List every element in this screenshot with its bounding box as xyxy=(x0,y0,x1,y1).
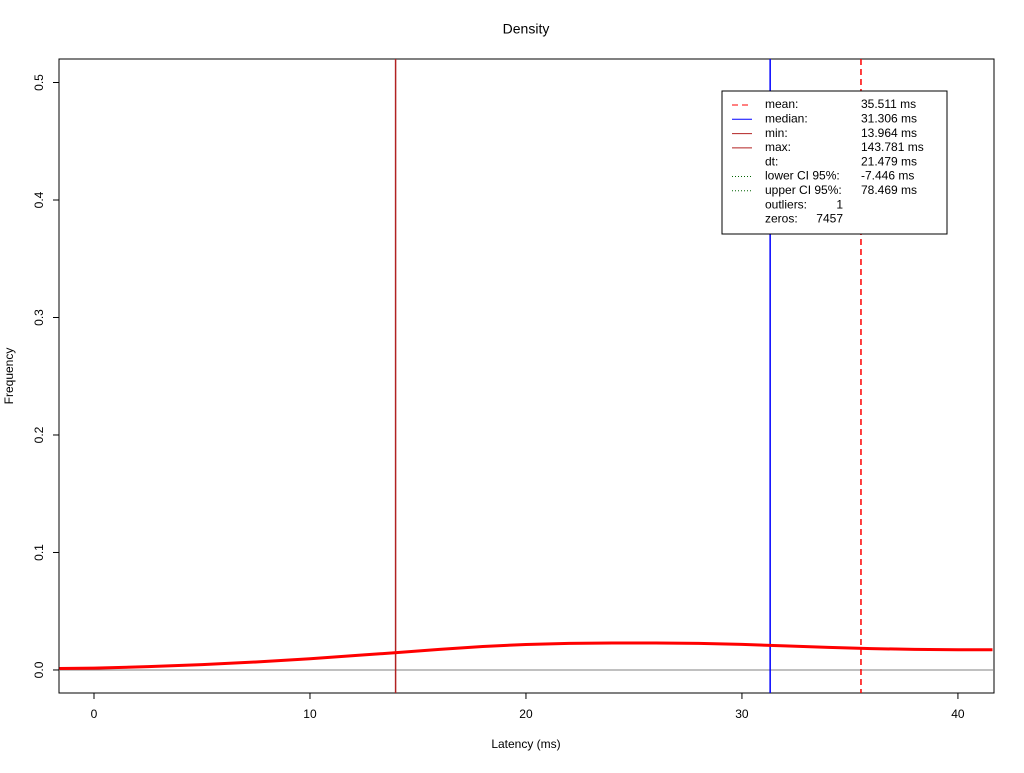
x-tick-label: 20 xyxy=(519,707,533,721)
legend-label: upper CI 95%: xyxy=(765,183,842,197)
y-tick-label: 0.4 xyxy=(32,191,46,208)
y-tick-label: 0.5 xyxy=(32,74,46,91)
legend-label: max: xyxy=(765,140,791,154)
legend-value: 31.306 ms xyxy=(861,111,917,125)
plot-frame xyxy=(58,58,995,694)
legend: mean: 35.511 ms median: 31.306 ms min: 13.964… xyxy=(721,90,948,235)
legend-value: 78.469 ms xyxy=(861,183,917,197)
y-tick-label: 0.0 xyxy=(32,661,46,678)
legend-label: outliers: xyxy=(765,197,807,211)
legend-value: 13.964 ms xyxy=(861,126,917,140)
y-axis-label: Frequency xyxy=(2,348,16,405)
legend-value: 143.781 ms xyxy=(861,140,924,154)
legend-value: -7.446 ms xyxy=(861,169,914,183)
x-tick-label: 10 xyxy=(303,707,317,721)
legend-value: 21.479 ms xyxy=(861,154,917,168)
legend-box xyxy=(721,90,948,235)
x-tick-label: 40 xyxy=(951,707,965,721)
x-tick-label: 0 xyxy=(91,707,98,721)
y-tick-label: 0.2 xyxy=(32,426,46,443)
legend-label: mean: xyxy=(765,97,798,111)
legend-label: median: xyxy=(765,111,808,125)
chart-title: Density xyxy=(503,21,550,37)
legend-value: 35.511 ms xyxy=(861,97,916,111)
legend-label: min: xyxy=(765,126,788,140)
x-tick-label: 30 xyxy=(735,707,749,721)
y-tick-label: 0.1 xyxy=(32,544,46,561)
x-axis-label: Latency (ms) xyxy=(491,737,560,751)
legend-value: 7457 xyxy=(816,212,843,226)
legend-label: dt: xyxy=(765,154,778,168)
legend-label: zeros: xyxy=(765,212,798,226)
density-curve xyxy=(59,641,993,671)
legend-value: 1 xyxy=(836,197,843,211)
legend-label: lower CI 95%: xyxy=(765,169,840,183)
y-tick-label: 0.3 xyxy=(32,309,46,326)
